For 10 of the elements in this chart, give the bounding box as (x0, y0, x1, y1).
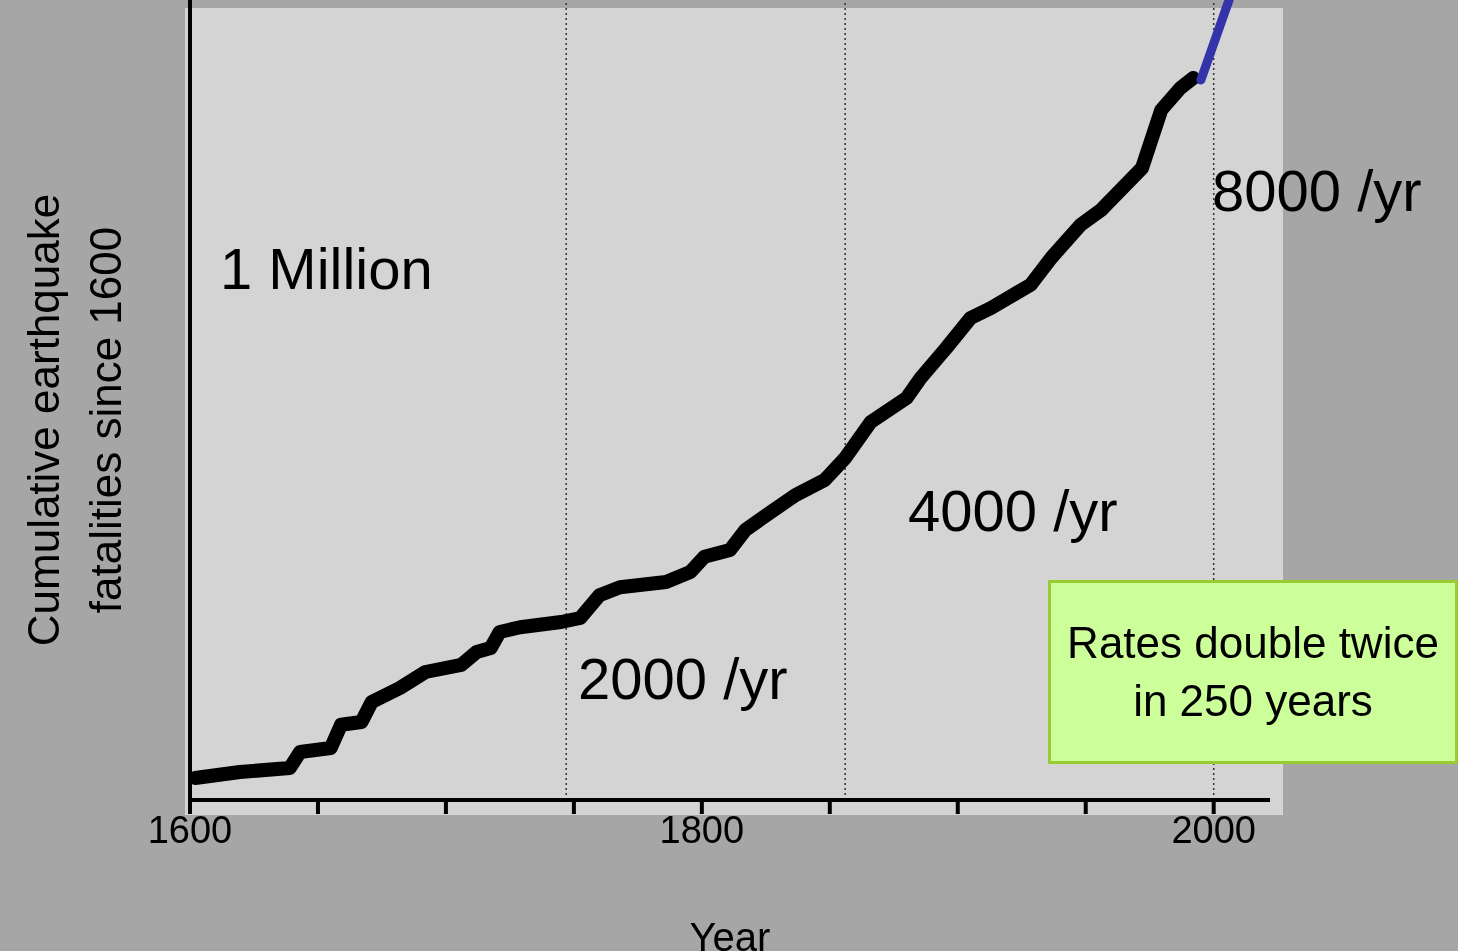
annotation: 8000 /yr (1212, 157, 1422, 224)
y-axis-title: Cumulative earthquake fatalities since 1600 (18, 193, 131, 647)
annotation: 2000 /yr (578, 645, 788, 712)
annotation: 4000 /yr (908, 477, 1118, 544)
annotation: Rates double twice in 250 years (1048, 580, 1458, 764)
x-tick-label: 2000 (1171, 808, 1256, 851)
annotation: 1 Million (220, 235, 433, 302)
x-tick-label: 1800 (659, 808, 745, 851)
x-tick-label: 1600 (147, 808, 233, 851)
x-axis-title: Year (689, 915, 771, 951)
